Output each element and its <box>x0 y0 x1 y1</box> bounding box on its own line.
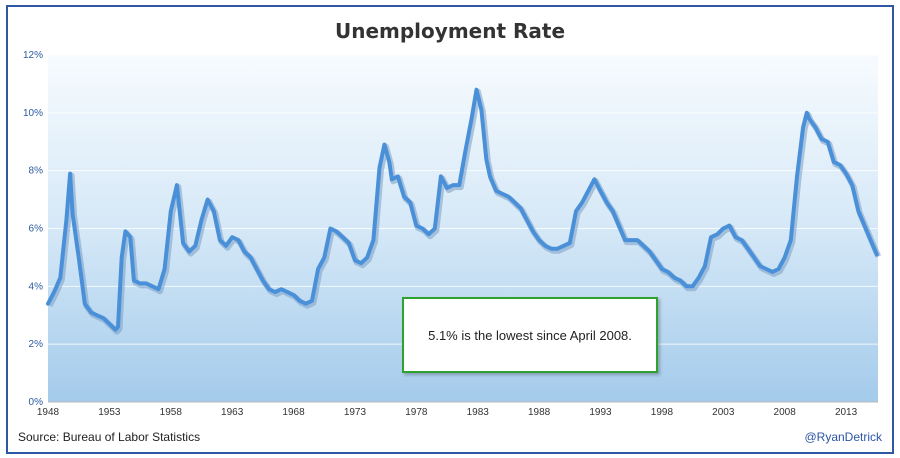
x-tick-label: 1983 <box>467 407 490 418</box>
y-tick-label: 6% <box>29 224 44 235</box>
x-tick-label: 1968 <box>282 407 305 418</box>
x-tick-label: 1988 <box>528 407 551 418</box>
y-tick-label: 2% <box>29 339 44 350</box>
x-tick-label: 1948 <box>37 407 60 418</box>
series-group <box>46 87 882 335</box>
x-tick-label: 1953 <box>98 407 121 418</box>
x-tick-label: 1998 <box>651 407 674 418</box>
chart-frame: 0% 2% 4% 6% 8% 10% 12% 1948 1953 1958 1963 1968 197… <box>6 5 894 454</box>
y-tick-label: 0% <box>29 397 44 408</box>
author-handle: @RyanDetrick <box>804 430 882 444</box>
y-tick-label: 8% <box>29 166 44 177</box>
x-tick-label: 1963 <box>221 407 244 418</box>
annotation-box: 5.1% is the lowest since April 2008. <box>402 297 658 373</box>
y-axis: 0% 2% 4% 6% 8% 10% 12% <box>23 50 43 408</box>
chart-title: Unemployment Rate <box>334 19 566 43</box>
x-tick-label: 2008 <box>774 407 797 418</box>
source-label: Source: Bureau of Labor Statistics <box>18 430 201 444</box>
y-tick-label: 12% <box>23 50 43 61</box>
y-tick-label: 10% <box>23 108 43 119</box>
x-axis: 1948 1953 1958 1963 1968 1973 1978 1983 1988 1993… <box>37 401 878 418</box>
y-tick-label: 4% <box>29 281 44 292</box>
series-line <box>46 87 879 332</box>
x-tick-label: 1973 <box>344 407 367 418</box>
x-tick-label: 1958 <box>160 407 183 418</box>
x-tick-label: 1993 <box>589 407 612 418</box>
x-tick-label: 2003 <box>712 407 735 418</box>
x-tick-label: 1978 <box>405 407 428 418</box>
annotation-text: 5.1% is the lowest since April 2008. <box>428 327 632 343</box>
x-tick-label: 2013 <box>835 407 858 418</box>
plot-area: 0% 2% 4% 6% 8% 10% 12% 1948 1953 1958 1963 1968 197… <box>23 50 882 418</box>
